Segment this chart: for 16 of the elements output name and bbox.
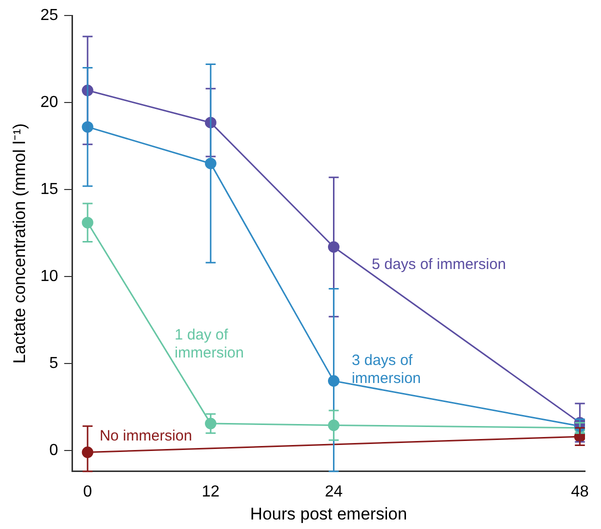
y-tick-label: 15 [40,180,58,198]
series-label: 3 days of immersion [352,352,421,388]
y-tick-label: 25 [40,7,58,24]
series-label: No immersion [100,427,192,444]
x-tick-label: 24 [324,483,343,500]
x-axis-title: Hours post emersion [250,504,408,524]
series-label: 5 days of immersion [372,256,506,274]
y-axis-title: Lactate concentration (mmol l⁻¹) [10,123,29,364]
y-tick-label: 10 [40,268,58,285]
x-tick-label: 48 [570,483,589,500]
y-tick-label: 0 [49,442,58,459]
x-tick-label: 12 [202,483,220,500]
series-label: 1 day of immersion [174,326,244,362]
y-tick-label: 5 [49,354,58,372]
y-tick-label: 20 [40,94,58,111]
x-tick-label: 0 [83,483,92,500]
